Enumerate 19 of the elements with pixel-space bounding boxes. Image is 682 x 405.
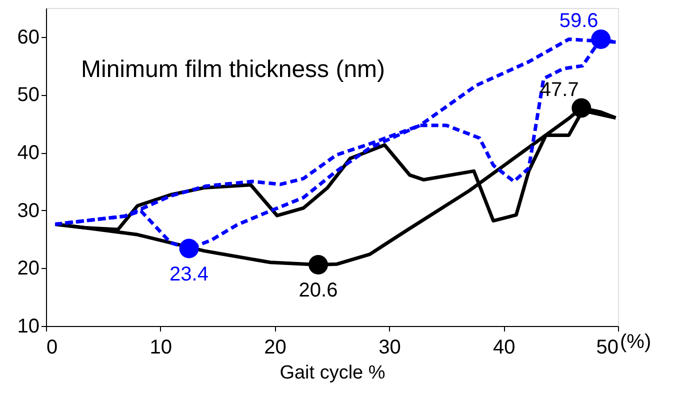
- x-tick-label: 10: [150, 336, 172, 358]
- y-tick-label: 50: [17, 84, 40, 106]
- y-tick-label: 10: [17, 316, 40, 338]
- x-tick-label: 40: [492, 336, 516, 358]
- x-tick-label: 30: [378, 336, 401, 358]
- y-tick-label: 20: [17, 258, 40, 280]
- x-tick-label: 20: [264, 336, 286, 358]
- y-tick-label: 60: [17, 26, 40, 48]
- data-label: 23.4: [170, 264, 208, 286]
- x-axis-title: Gait cycle %: [280, 362, 386, 384]
- data-label: 20.6: [298, 280, 338, 302]
- x-tick-label: 0: [46, 336, 58, 358]
- x-tick-label: 50: [596, 336, 618, 358]
- y-tick-label: 30: [17, 200, 40, 222]
- text: Minimum film thickness (nm): [81, 56, 386, 83]
- data-label: 59.6: [559, 10, 598, 32]
- data-label: 47.7: [540, 79, 579, 102]
- text: (%): [620, 331, 652, 353]
- y-tick-label: 40: [17, 142, 40, 164]
